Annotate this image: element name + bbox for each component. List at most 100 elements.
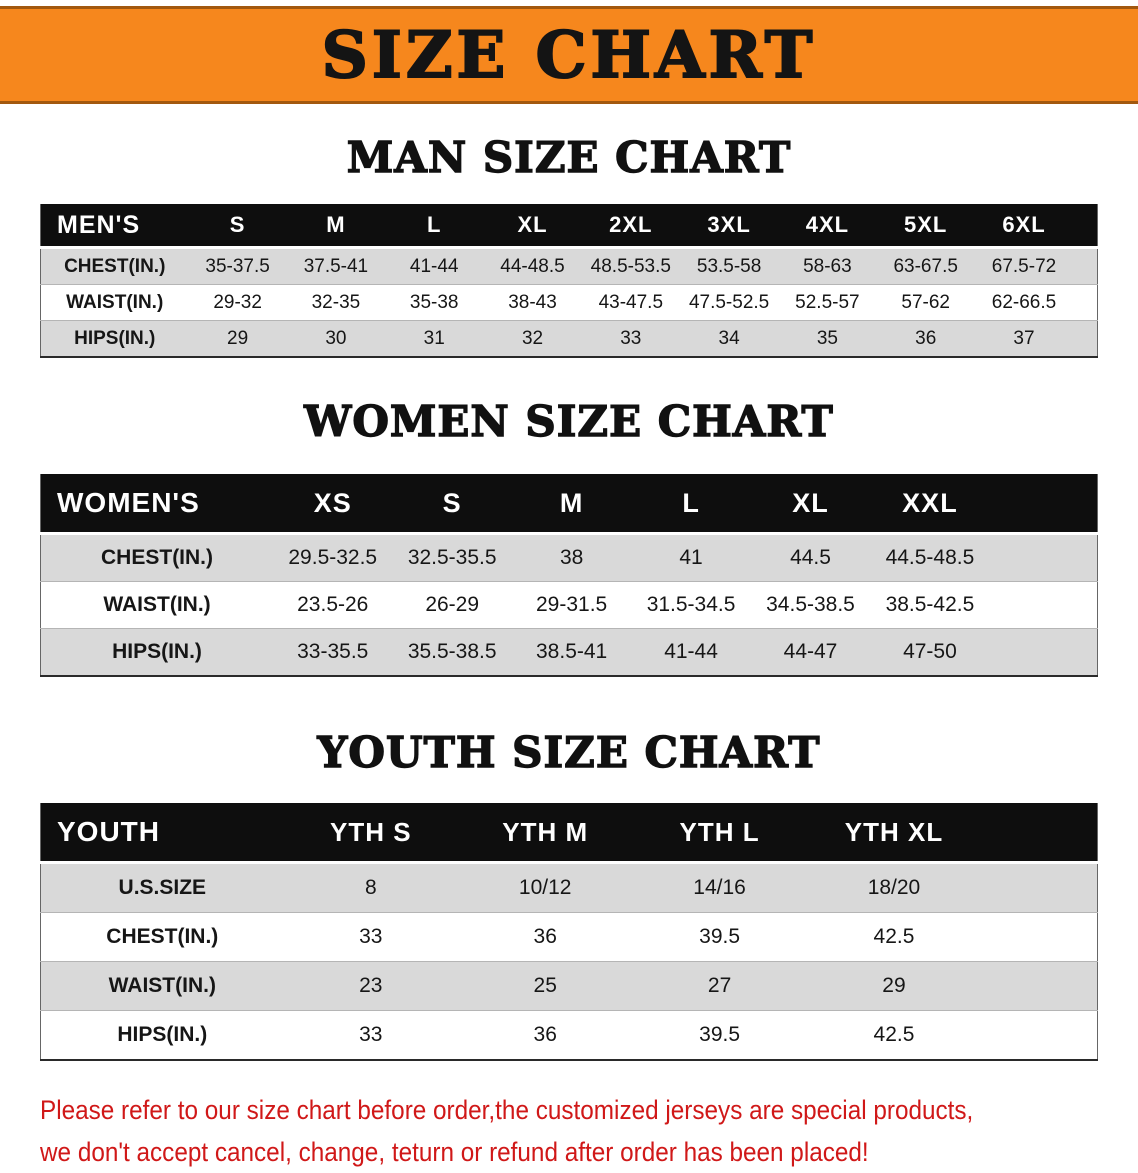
size-value-cell: 41-44 [631, 628, 751, 676]
page-title: SIZE CHART [321, 17, 817, 94]
row-label-cell: CHEST(IN.) [40, 533, 274, 582]
table-row: WAIST(IN.) 23 25 27 29 [40, 961, 1098, 1011]
size-value-cell: 31 [385, 320, 484, 357]
size-column-header: S [392, 474, 512, 535]
size-column-header: 6XL [974, 204, 1074, 249]
size-value-cell: 47.5-52.5 [679, 284, 779, 321]
size-column-header: XS [273, 474, 393, 535]
size-column-header: S [188, 204, 287, 249]
size-value-cell: 32-35 [286, 284, 386, 321]
size-value-cell: 18/20 [806, 862, 982, 913]
row-label-cell: WAIST(IN.) [40, 284, 189, 321]
size-value-cell: 23.5-26 [273, 581, 393, 629]
spacer-cell [989, 628, 1098, 676]
spacer-cell [981, 961, 1098, 1011]
size-value-cell: 26-29 [392, 581, 512, 629]
size-column-header: 4XL [778, 204, 877, 249]
table-row: WAIST(IN.) 29-32 32-35 35-38 38-43 43-47.5 47.… [40, 284, 1098, 321]
size-value-cell: 38-43 [483, 284, 582, 321]
size-value-cell: 8 [283, 862, 458, 913]
youth-size-table: YOUTH YTH S YTH M YTH L YTH XL U.S.SIZE 8 10/12… [40, 803, 1098, 1061]
heading-man-size-chart: MAN SIZE CHART [346, 133, 792, 182]
table-row: HIPS(IN.) 33-35.5 35.5-38.5 38.5-41 41-44 44-… [40, 628, 1098, 676]
size-value-cell: 34.5-38.5 [750, 581, 871, 629]
size-value-cell: 25 [458, 961, 633, 1011]
size-value-cell: 48.5-53.5 [581, 247, 680, 285]
size-value-cell: 29 [806, 961, 982, 1011]
size-value-cell: 35-37.5 [188, 247, 287, 285]
size-value-cell: 62-66.5 [974, 284, 1074, 321]
spacer-cell [1073, 320, 1098, 357]
heading-youth-size-chart: YOUTH SIZE CHART [317, 728, 821, 777]
spacer-cell [1073, 284, 1098, 321]
size-value-cell: 14/16 [632, 862, 807, 913]
size-column-header: 3XL [679, 204, 779, 249]
row-label-cell: WAIST(IN.) [40, 961, 284, 1011]
size-value-cell: 32.5-35.5 [392, 533, 512, 582]
size-column-header: YTH XL [806, 803, 982, 864]
size-column-header: L [385, 204, 484, 249]
table-title-cell: WOMEN'S [40, 474, 274, 535]
spacer-cell [989, 474, 1098, 535]
spacer-cell [989, 581, 1098, 629]
table-row: HIPS(IN.) 33 36 39.5 42.5 [40, 1010, 1098, 1060]
disclaimer-line: we don't accept cancel, change, teturn o… [40, 1137, 869, 1167]
size-value-cell: 30 [286, 320, 386, 357]
table-row: CHEST(IN.) 35-37.5 37.5-41 41-44 44-48.5 48.5… [40, 247, 1098, 285]
size-value-cell: 39.5 [632, 912, 807, 962]
size-chart-banner: SIZE CHART [0, 6, 1138, 104]
size-column-header: XXL [870, 474, 990, 535]
table-row: CHEST(IN.) 33 36 39.5 42.5 [40, 912, 1098, 962]
table-header-row: YOUTH YTH S YTH M YTH L YTH XL [40, 803, 1098, 864]
size-value-cell: 44.5-48.5 [870, 533, 990, 582]
disclaimer: Please refer to our size chart before or… [40, 1089, 1138, 1173]
size-value-cell: 63-67.5 [876, 247, 975, 285]
size-value-cell: 29.5-32.5 [273, 533, 393, 582]
table-title-cell: YOUTH [40, 803, 284, 864]
size-value-cell: 33 [283, 912, 458, 962]
row-label-cell: HIPS(IN.) [40, 1010, 284, 1060]
size-value-cell: 36 [458, 1010, 633, 1060]
size-value-cell: 35.5-38.5 [392, 628, 512, 676]
size-value-cell: 41 [631, 533, 751, 582]
size-column-header: XL [483, 204, 582, 249]
size-value-cell: 29-32 [188, 284, 287, 321]
spacer-cell [981, 803, 1098, 864]
size-value-cell: 58-63 [778, 247, 877, 285]
size-value-cell: 37.5-41 [286, 247, 386, 285]
size-value-cell: 23 [283, 961, 458, 1011]
size-value-cell: 33-35.5 [273, 628, 393, 676]
row-label-cell: CHEST(IN.) [40, 247, 189, 285]
size-column-header: 5XL [876, 204, 975, 249]
size-column-header: M [511, 474, 632, 535]
spacer-cell [1073, 204, 1098, 249]
men-size-table: MEN'S S M L XL 2XL 3XL 4XL 5XL 6XL CHEST(IN.) 35-37… [40, 204, 1098, 358]
spacer-cell [981, 862, 1098, 913]
size-value-cell: 29-31.5 [511, 581, 632, 629]
size-value-cell: 57-62 [876, 284, 975, 321]
row-label-cell: HIPS(IN.) [40, 628, 274, 676]
size-value-cell: 33 [581, 320, 680, 357]
size-value-cell: 35-38 [385, 284, 484, 321]
size-value-cell: 10/12 [458, 862, 633, 913]
size-value-cell: 43-47.5 [581, 284, 680, 321]
size-value-cell: 38.5-41 [511, 628, 632, 676]
size-value-cell: 33 [283, 1010, 458, 1060]
size-column-header: YTH M [458, 803, 633, 864]
size-value-cell: 34 [679, 320, 779, 357]
spacer-cell [989, 533, 1098, 582]
size-value-cell: 44-48.5 [483, 247, 582, 285]
table-row: HIPS(IN.) 29 30 31 32 33 34 35 36 37 [40, 320, 1098, 357]
heading-women-size-chart: WOMEN SIZE CHART [303, 397, 834, 446]
row-label-cell: U.S.SIZE [40, 862, 284, 913]
size-value-cell: 27 [632, 961, 807, 1011]
spacer-cell [981, 1010, 1098, 1060]
size-value-cell: 29 [188, 320, 287, 357]
size-value-cell: 35 [778, 320, 877, 357]
size-column-header: YTH L [632, 803, 807, 864]
size-value-cell: 42.5 [806, 912, 982, 962]
size-column-header: 2XL [581, 204, 680, 249]
size-column-header: L [631, 474, 751, 535]
row-label-cell: WAIST(IN.) [40, 581, 274, 629]
table-header-row: MEN'S S M L XL 2XL 3XL 4XL 5XL 6XL [40, 204, 1098, 249]
